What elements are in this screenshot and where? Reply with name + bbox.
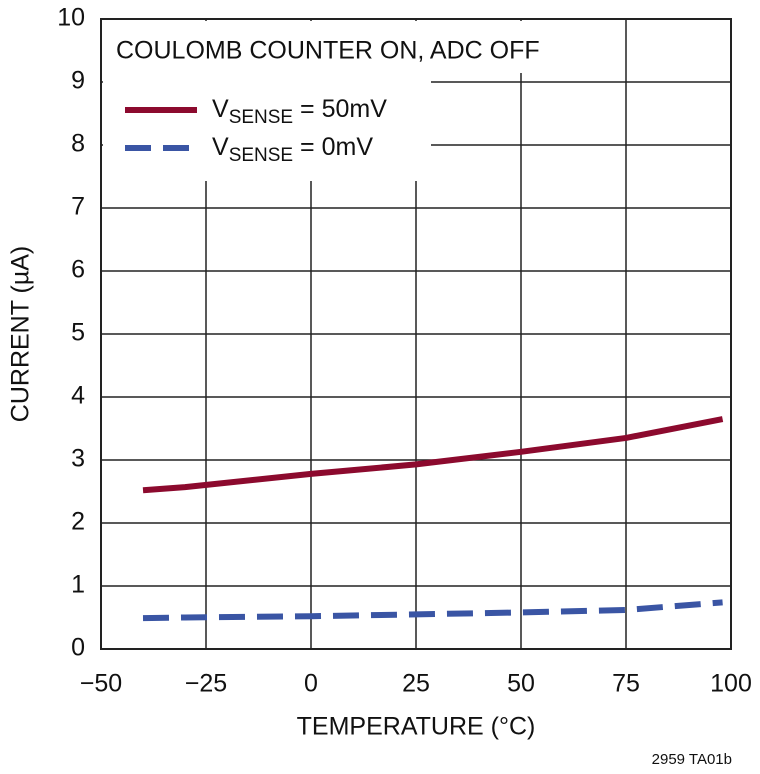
- legend-label: VSENSE = 0mV: [212, 133, 373, 166]
- y-tick-label: 1: [71, 571, 85, 599]
- y-tick-label: 7: [71, 193, 85, 221]
- x-tick-label: −25: [185, 670, 227, 698]
- y-axis-label: CURRENT (µA): [7, 246, 35, 422]
- x-tick-label: 100: [710, 670, 752, 698]
- legend-box: [103, 73, 431, 181]
- x-tick-label: 0: [304, 670, 318, 698]
- y-tick-label: 4: [71, 382, 85, 410]
- annotation-box: [103, 21, 595, 73]
- x-axis-label: TEMPERATURE (°C): [297, 713, 536, 741]
- x-tick-label: 50: [507, 670, 535, 698]
- legend-label: VSENSE = 50mV: [212, 95, 387, 128]
- y-tick-label: 6: [71, 256, 85, 284]
- x-tick-label: 25: [402, 670, 430, 698]
- y-tick-label: 8: [71, 130, 85, 158]
- y-tick-label: 0: [71, 634, 85, 662]
- x-tick-label: 75: [612, 670, 640, 698]
- y-tick-label: 10: [57, 4, 85, 32]
- y-tick-label: 9: [71, 67, 85, 95]
- y-tick-label: 3: [71, 445, 85, 473]
- annotation: COULOMB COUNTER ON, ADC OFF: [116, 37, 540, 65]
- y-tick-label: 5: [71, 319, 85, 347]
- line-series: [142, 599, 723, 622]
- plot-frame: [100, 18, 732, 650]
- y-tick-label: 2: [71, 508, 85, 536]
- footnote: 2959 TA01b: [652, 751, 732, 768]
- x-tick-label: −50: [80, 670, 122, 698]
- line-series: [142, 416, 724, 494]
